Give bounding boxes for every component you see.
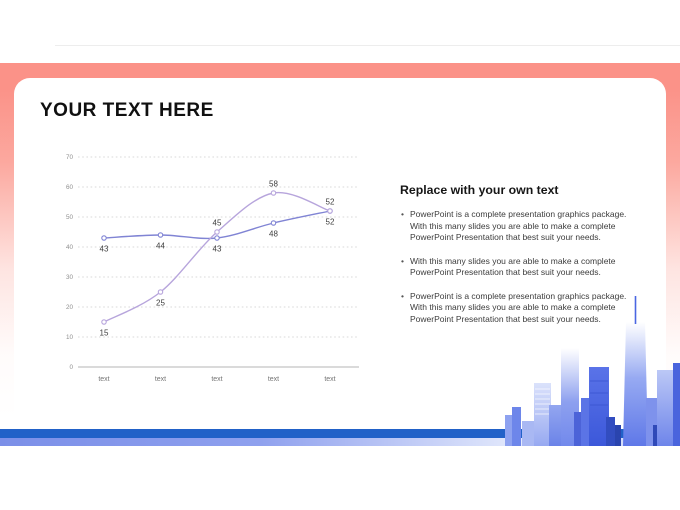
bottom-dark-blue-band <box>0 429 680 438</box>
right-panel-heading: Replace with your own text <box>400 183 559 197</box>
bullet-item: With this many slides you are able to ma… <box>400 256 634 279</box>
bottom-light-blue-band <box>0 438 680 446</box>
bullet-list: PowerPoint is a complete presentation gr… <box>400 209 634 325</box>
bullet-item: PowerPoint is a complete presentation gr… <box>400 291 634 326</box>
slide-title: YOUR TEXT HERE <box>40 100 214 121</box>
city-skyline-graphic <box>505 296 680 446</box>
top-divider-line <box>55 45 680 46</box>
right-text-panel: Replace with your own text PowerPoint is… <box>400 183 634 337</box>
bullet-item: PowerPoint is a complete presentation gr… <box>400 209 634 244</box>
